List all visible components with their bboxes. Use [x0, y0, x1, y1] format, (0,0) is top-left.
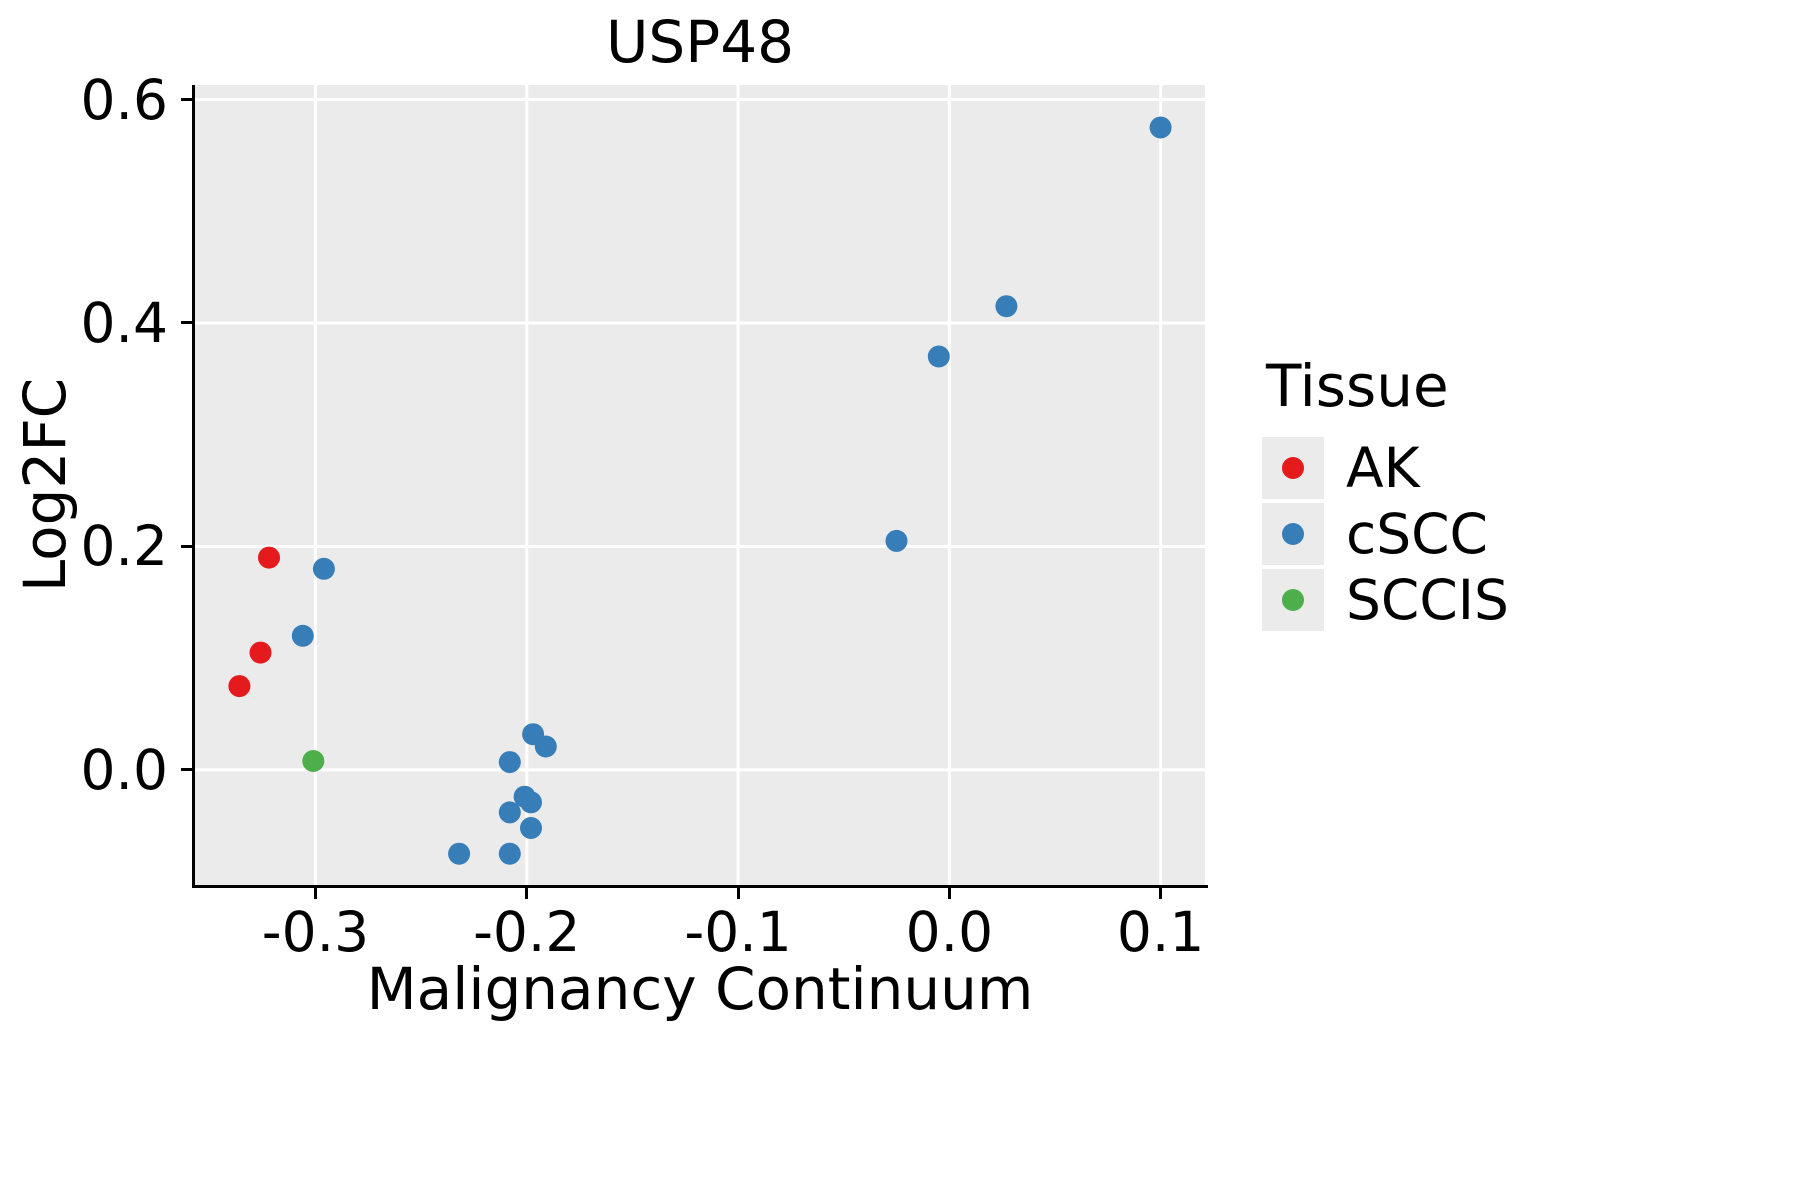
- x-tick-label: -0.1: [684, 900, 792, 964]
- x-tick-mark: [947, 888, 951, 899]
- y-tick-mark: [181, 544, 192, 548]
- y-tick-mark: [181, 321, 192, 325]
- legend-item-ak: AK: [1262, 436, 1509, 500]
- data-point-cscc: [498, 801, 521, 824]
- data-point-cscc: [927, 345, 950, 368]
- legend-dot-icon: [1282, 457, 1304, 479]
- legend-key: [1262, 569, 1324, 631]
- y-tick-label: 0.0: [80, 737, 168, 802]
- data-point-sccis: [302, 750, 325, 772]
- data-point-ak: [228, 675, 251, 698]
- x-tick-label: 0.1: [1116, 900, 1205, 964]
- y-tick-mark: [181, 98, 192, 102]
- legend-key: [1262, 437, 1324, 499]
- legend-dot-icon: [1282, 523, 1304, 545]
- x-tick-mark: [1159, 888, 1163, 899]
- data-point-cscc: [520, 791, 542, 814]
- data-point-cscc: [312, 557, 335, 580]
- data-point-ak: [249, 641, 272, 664]
- x-tick-mark: [525, 888, 529, 899]
- plot-panel: [195, 85, 1205, 885]
- x-tick-label: 0.0: [905, 900, 994, 964]
- data-point-cscc: [498, 842, 521, 865]
- legend: Tissue AK cSCC SCCIS: [1262, 352, 1509, 634]
- data-point-cscc: [448, 842, 471, 865]
- x-tick-label: -0.3: [261, 900, 370, 964]
- x-axis-line: [192, 885, 1208, 888]
- x-tick-mark: [736, 888, 740, 899]
- data-point-ak: [258, 546, 280, 569]
- data-point-cscc: [520, 817, 542, 839]
- data-point-cscc: [1149, 116, 1172, 139]
- legend-item-label: cSCC: [1346, 502, 1488, 566]
- plot-svg: [195, 85, 1205, 885]
- chart-title: USP48: [605, 8, 795, 76]
- y-axis-line: [192, 85, 195, 888]
- y-axis: 0.0 0.2 0.4 0.6: [0, 68, 192, 885]
- x-tick-label: -0.2: [473, 900, 581, 964]
- y-tick-mark: [181, 768, 192, 772]
- legend-key: [1262, 503, 1324, 565]
- data-point-cscc: [995, 295, 1018, 318]
- x-tick-mark: [313, 888, 317, 899]
- data-point-cscc: [291, 624, 314, 647]
- x-axis: -0.3 -0.2 -0.1 0.0 0.1: [195, 888, 1205, 998]
- data-point-cscc: [498, 751, 521, 774]
- legend-item-sccis: SCCIS: [1262, 568, 1509, 632]
- legend-title: Tissue: [1266, 352, 1449, 420]
- y-tick-label: 0.4: [80, 290, 168, 355]
- legend-item-cscc: cSCC: [1262, 502, 1509, 566]
- legend-item-label: SCCIS: [1346, 568, 1509, 632]
- y-tick-label: 0.6: [80, 67, 168, 132]
- data-point-cscc: [534, 735, 557, 758]
- legend-dot-icon: [1282, 589, 1304, 611]
- data-point-cscc: [885, 529, 908, 552]
- legend-item-label: AK: [1346, 436, 1420, 500]
- x-axis-label: Malignancy Continuum: [366, 955, 1034, 1023]
- y-tick-label: 0.2: [80, 514, 168, 579]
